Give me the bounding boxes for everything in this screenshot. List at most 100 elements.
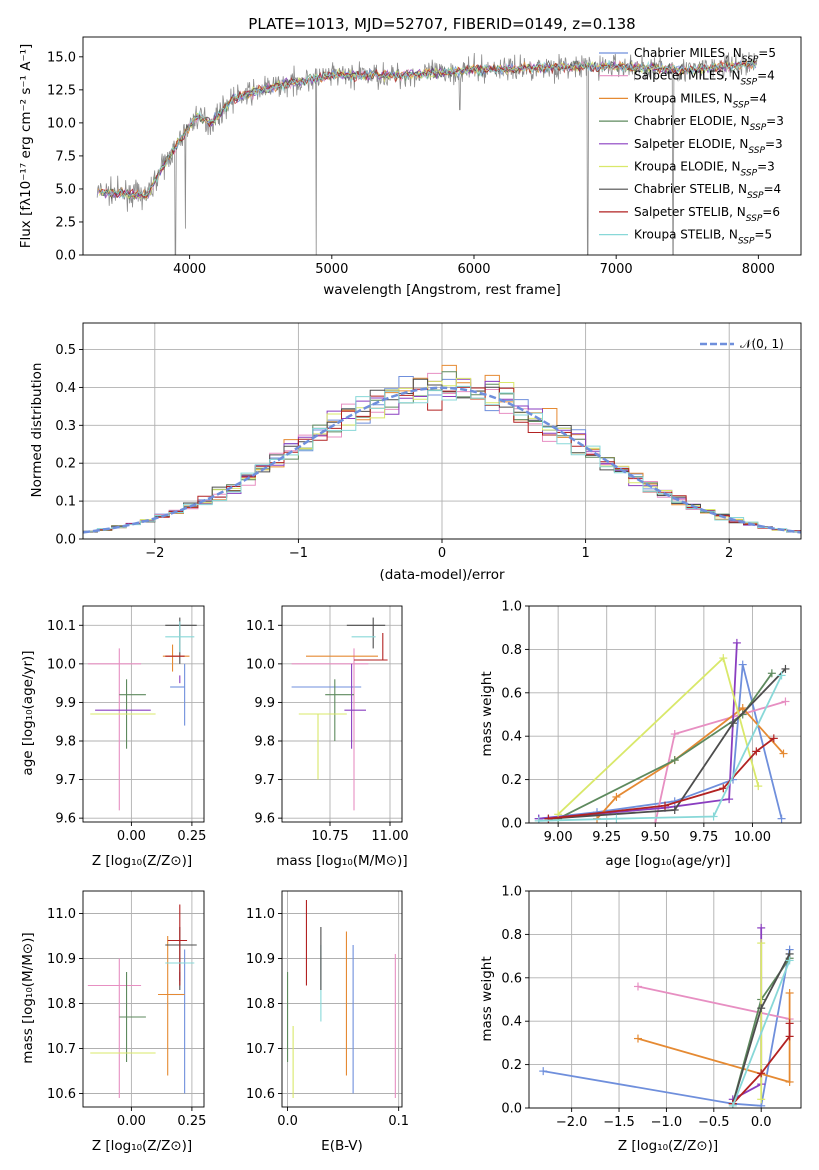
mass-vs-z-panel: 0.00 0.25 10.6 10.7 10.8 10.9 11.0 <box>47 890 206 1129</box>
residual-histogram-9 <box>83 385 801 533</box>
spectrum-lines <box>96 52 758 255</box>
x-tick-label: 1 <box>581 546 589 561</box>
y-tick-label: 0.3 <box>55 419 76 434</box>
massweight-series-9 <box>538 675 783 822</box>
y-tick-label: 0.2 <box>501 1058 522 1073</box>
massweight-series-7 <box>548 668 787 820</box>
y-tick-label: 5.0 <box>55 182 76 197</box>
massweight-vs-z-xlabel: Z [log₁₀(Z/Z⊙)] <box>618 1138 718 1154</box>
y-tick-label: 2.5 <box>55 215 76 230</box>
x-tick-label: 7000 <box>600 262 633 277</box>
y-tick-label: 9.9 <box>55 696 76 711</box>
errorbar-group <box>87 904 197 1098</box>
spectrum-panel: PLATE=1013, MJD=52707, FIBERID=0149, z=0… <box>18 15 802 298</box>
massweight-series-4 <box>557 672 773 820</box>
y-tick-label: 0.1 <box>55 495 76 510</box>
axes-frame <box>528 605 802 824</box>
axes-frame <box>82 605 205 823</box>
residuals-xlabel: (data-model)/error <box>379 567 505 583</box>
x-tick-label: 2 <box>725 546 733 561</box>
model-spectrum-line-8 <box>99 59 756 199</box>
model-spectrum-line-9 <box>100 60 757 200</box>
y-tick-label: 10.7 <box>47 1042 76 1057</box>
residuals-ylabel: Normed distribution <box>29 363 45 498</box>
mass-vs-z-ylabel: mass [log₁₀(M/M⊙)] <box>20 932 36 1063</box>
massweight-vs-age-xlabel: age [log₁₀(age/yr)] <box>605 853 730 869</box>
y-tick-label: 0.2 <box>55 457 76 472</box>
mass-vs-ebv-panel: 0.0 0.1 10.6 10.7 10.8 10.9 11.0 <box>246 890 409 1129</box>
y-tick-label: 10.6 <box>246 1087 275 1102</box>
age-vs-z-panel: 0.00 0.25 9.6 9.7 9.8 9.9 10.0 10.1 <box>47 605 206 844</box>
x-tick-label: −1.0 <box>651 1115 683 1130</box>
axes-frame <box>281 605 403 823</box>
x-tick-label: 9.75 <box>689 830 718 845</box>
x-tick-label: 0 <box>438 546 446 561</box>
massweight-vs-age-ylabel: mass weight <box>479 671 495 756</box>
y-tick-label: 0.8 <box>501 928 522 943</box>
y-tick-label: 10.9 <box>246 952 275 967</box>
x-tick-label: 0.0 <box>277 1114 298 1129</box>
x-tick-label: 8000 <box>742 262 775 277</box>
massweight-series-9 <box>731 960 791 1107</box>
spectrum-plot-area: 4000 5000 6000 7000 8000 0.0 2.5 5.0 7.5 10.0 12.5… <box>47 36 802 277</box>
x-tick-label: 4000 <box>173 262 206 277</box>
age-vs-mass-xlabel: mass [log₁₀(M/M⊙)] <box>276 853 407 869</box>
y-tick-label: 9.7 <box>55 773 76 788</box>
y-tick-label: 0.4 <box>501 1015 522 1030</box>
x-tick-label: 11.00 <box>371 829 408 844</box>
axes-frame <box>82 322 802 540</box>
y-tick-label: 10.9 <box>47 952 76 967</box>
y-tick-label: 0.5 <box>55 343 76 358</box>
axes-frame <box>82 36 802 256</box>
legend-entry-4: Chabrier ELODIE, NSSP=3 <box>634 114 784 133</box>
y-tick-label: 9.9 <box>254 696 275 711</box>
y-tick-label: 0.0 <box>55 533 76 548</box>
y-tick-label: 10.0 <box>47 657 76 672</box>
y-tick-label: 12.5 <box>47 83 76 98</box>
normal-legend-label: 𝒩(0, 1) <box>740 337 784 351</box>
age-vs-z-ylabel: age [log₁₀(age/yr)] <box>20 650 36 775</box>
x-tick-label: −2 <box>145 546 164 561</box>
y-tick-label: 10.1 <box>47 619 76 634</box>
x-tick-label: 9.25 <box>592 830 621 845</box>
y-tick-label: 0.8 <box>501 643 522 658</box>
massweight-series-1 <box>538 664 783 820</box>
y-tick-label: 0.2 <box>501 773 522 788</box>
x-tick-label: 6000 <box>457 262 490 277</box>
y-tick-label: 9.6 <box>254 812 275 827</box>
y-tick-label: 9.6 <box>55 812 76 827</box>
y-tick-label: 10.0 <box>47 116 76 131</box>
errorbar-group <box>87 617 197 811</box>
massweight-series-1 <box>543 949 791 1107</box>
y-tick-label: 10.8 <box>246 997 275 1012</box>
x-tick-label: 0.25 <box>177 1114 206 1129</box>
x-tick-label: 9.50 <box>641 830 670 845</box>
residual-histogram-8 <box>83 386 801 532</box>
normal-reference-curve <box>83 386 801 534</box>
y-tick-label: 10.7 <box>246 1042 275 1057</box>
y-tick-label: 10.1 <box>246 619 275 634</box>
legend-entry-5: Salpeter ELODIE, NSSP=3 <box>634 137 783 156</box>
massweight-lines <box>539 923 794 1108</box>
legend-entry-8: Salpeter STELIB, NSSP=6 <box>634 205 780 224</box>
y-tick-label: 0.0 <box>55 249 76 264</box>
mass-vs-z-xlabel: Z [log₁₀(Z/Z⊙)] <box>92 1138 192 1154</box>
residuals-plot-area: −2 −1 0 1 2 0.0 0.1 0.2 0.3 0.4 0.5 <box>55 322 802 561</box>
massweight-series-2 <box>637 985 790 1020</box>
y-tick-label: 0.4 <box>55 381 76 396</box>
massweight-series-8 <box>732 1023 791 1105</box>
x-tick-label: 0.00 <box>117 1114 146 1129</box>
x-tick-label: −1.5 <box>603 1115 635 1130</box>
y-tick-label: 0.0 <box>501 1102 522 1117</box>
y-tick-label: 0.0 <box>501 817 522 832</box>
massweight-series-3 <box>596 706 785 820</box>
massweight-vs-age-panel: 9.00 9.25 9.50 9.75 10.00 0.0 0.2 0.4 0.6 0.8 1.0 <box>501 600 802 845</box>
y-tick-label: 0.4 <box>501 730 522 745</box>
y-tick-label: 9.8 <box>55 735 76 750</box>
y-tick-label: 9.8 <box>254 735 275 750</box>
axes-frame <box>281 890 403 1108</box>
x-tick-label: 0.00 <box>117 829 146 844</box>
age-vs-mass-panel: 10.75 11.00 9.6 9.7 9.8 9.9 10.0 10.1 <box>246 605 409 844</box>
